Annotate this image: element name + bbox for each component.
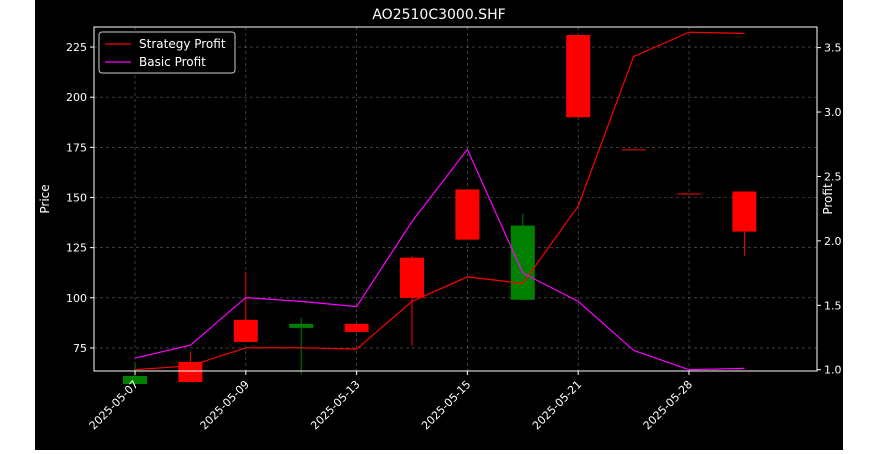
y2-tick-label: 1.0 (824, 364, 842, 377)
chart-title: AO2510C3000.SHF (372, 7, 505, 23)
candles (123, 35, 757, 385)
strategy-profit-line (134, 31, 745, 371)
x-tick-label: 2025-05-07 (87, 378, 141, 432)
y2-axis-label: Profit (821, 183, 835, 215)
y-axis-label: Price (38, 184, 52, 213)
y-tick-label: 175 (66, 141, 87, 154)
y2-tick-label: 2.0 (824, 235, 842, 248)
candle-body (344, 323, 369, 332)
legend-label-basic: Basic Profit (139, 55, 206, 69)
y2-tick-label: 3.0 (824, 106, 842, 119)
candle-body (732, 191, 757, 232)
y-tick-label: 150 (66, 191, 87, 204)
y-tick-label: 200 (66, 91, 87, 104)
chart-figure: AO2510C3000.SHF 75 100 125 150 175 200 225 1.0 1… (35, 0, 843, 450)
candle-body (178, 361, 203, 383)
candle-body (233, 319, 258, 342)
y-tick-label: 125 (66, 242, 87, 255)
y2-tick-label: 1.5 (824, 299, 842, 312)
candlestick-chart: AO2510C3000.SHF 75 100 125 150 175 200 225 1.0 1… (38, 7, 842, 432)
candle-body (510, 225, 535, 300)
candle-body (621, 149, 646, 151)
y2-tick-label: 3.5 (824, 42, 842, 55)
x-tick-label: 2025-05-15 (419, 378, 473, 432)
candle-body (400, 257, 424, 298)
candle-body (123, 376, 147, 385)
y2-tick-label: 2.5 (824, 170, 842, 183)
candle-body (566, 35, 591, 118)
candle-body (677, 193, 701, 195)
basic-profit-line (134, 148, 745, 371)
x-tick-label: 2025-05-09 (198, 378, 252, 432)
x-tick-label: 2025-05-21 (530, 378, 584, 432)
x-tick-label: 2025-05-13 (308, 378, 362, 432)
plot-frame (93, 26, 818, 372)
legend-label-strategy: Strategy Profit (139, 37, 226, 51)
profit-lines (134, 31, 745, 371)
y-tick-label: 225 (66, 41, 87, 54)
legend: Strategy Profit Basic Profit (98, 31, 236, 74)
candle-body (455, 189, 480, 240)
x-tick-label: 2025-05-28 (641, 378, 695, 432)
y-tick-label: 100 (66, 292, 87, 305)
candle-body (289, 323, 314, 328)
legend-box (98, 31, 236, 74)
y-tick-label: 75 (73, 342, 87, 355)
